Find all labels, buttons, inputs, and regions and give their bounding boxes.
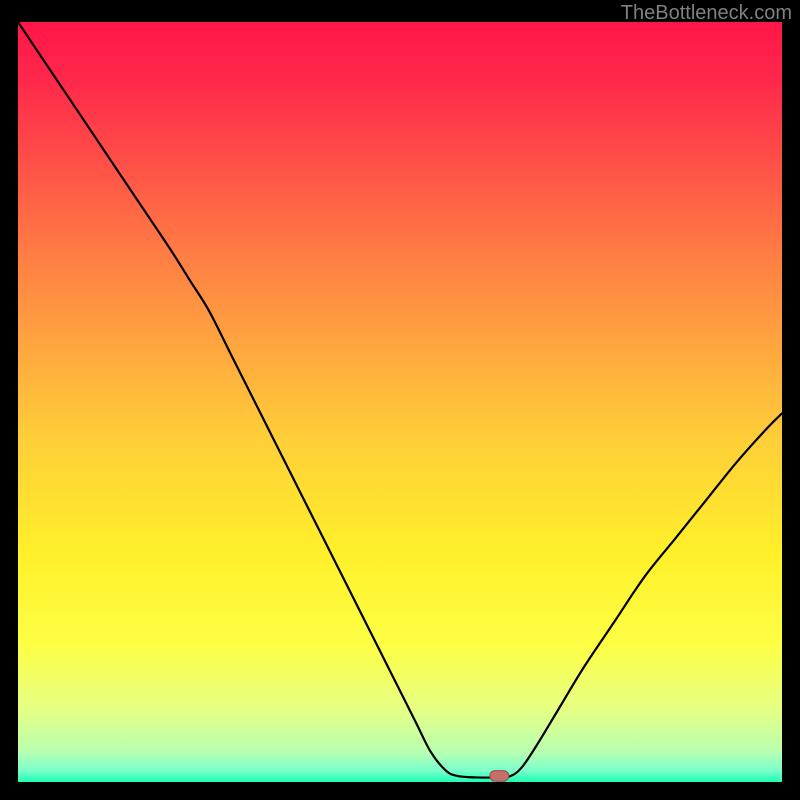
- optimum-marker: [490, 771, 509, 782]
- plot-area: [18, 22, 782, 782]
- chart-frame: TheBottleneck.com: [0, 0, 800, 800]
- gradient-background: [18, 22, 782, 782]
- watermark-label: TheBottleneck.com: [621, 2, 792, 25]
- bottleneck-curve-chart: [18, 22, 782, 782]
